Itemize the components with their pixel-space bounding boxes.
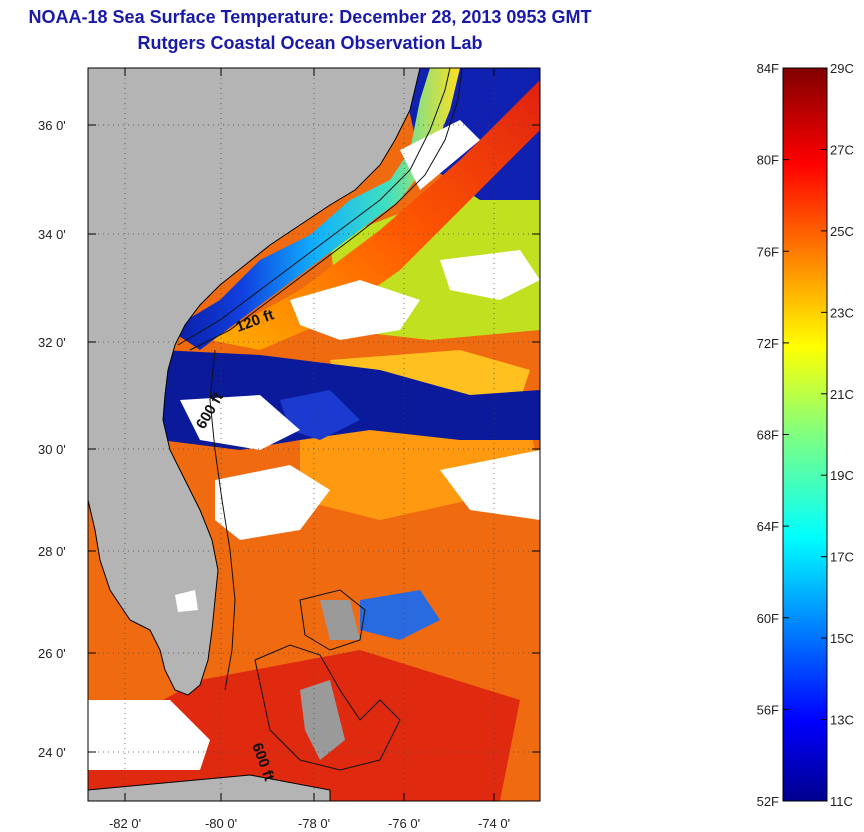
- colorbar-label-c: 17C: [830, 550, 854, 565]
- colorbar-label-f: 72F: [757, 336, 779, 351]
- colorbar-label-f: 56F: [757, 702, 779, 717]
- cold-shelf-band: [170, 68, 460, 350]
- colorbar-labels-f: 84F 80F 76F 72F 68F 64F 60F 56F 52F: [757, 61, 779, 809]
- colorbar-label-f: 84F: [757, 61, 779, 76]
- colorbar-label-c: 15C: [830, 631, 854, 646]
- contour-bahamas: [254, 644, 401, 771]
- colorbar-label-c: 25C: [830, 224, 854, 239]
- colorbar-label-f: 68F: [757, 428, 779, 443]
- colorbar-label-f: 52F: [757, 794, 779, 809]
- colorbar-label-c: 13C: [830, 713, 854, 728]
- cloud-1: [290, 280, 420, 340]
- land-us-coast: [88, 68, 421, 696]
- lon-label-78: -78 0': [298, 816, 330, 831]
- colorbar-label-f: 76F: [757, 244, 779, 259]
- colorbar-label-f: 64F: [757, 519, 779, 534]
- gulf-stream: [210, 80, 540, 350]
- colorbar-label-f: 80F: [757, 153, 779, 168]
- lat-label-30: 30 0': [38, 442, 66, 457]
- lat-label-24: 24 0': [38, 745, 66, 760]
- colorbar-label-c: 21C: [830, 387, 854, 402]
- lat-label-36: 36 0': [38, 118, 66, 133]
- contour-600ft: [189, 68, 463, 351]
- colorbar-labels-c: 29C 27C 25C 23C 21C 19C 17C 15C 13C 11C: [830, 61, 854, 809]
- cloud-2: [180, 395, 300, 450]
- cold-patch-bahamas: [360, 590, 440, 640]
- lat-label-26: 26 0': [38, 646, 66, 661]
- colorbar-label-c: 29C: [830, 61, 854, 76]
- contour-120ft: [177, 68, 451, 346]
- bahamas-bank: [300, 680, 345, 760]
- map-title: NOAA-18 Sea Surface Temperature: Decembe…: [28, 7, 592, 27]
- colorbar-label-c: 11C: [830, 794, 853, 809]
- lat-label-28: 28 0': [38, 544, 66, 559]
- cloud-fl-1: [175, 590, 198, 612]
- lon-label-74: -74 0': [478, 816, 510, 831]
- colorbar-label-c: 19C: [830, 468, 854, 483]
- land-cuba: [88, 774, 331, 801]
- lat-label-32: 32 0': [38, 335, 66, 350]
- cloud-6: [88, 700, 210, 770]
- axis-ticks: [88, 68, 540, 801]
- cloud-5: [400, 120, 480, 190]
- colorbar-label-c: 23C: [830, 305, 854, 320]
- lon-label-76: -76 0': [388, 816, 420, 831]
- graticule: [88, 68, 540, 801]
- cloud-7: [440, 250, 540, 300]
- cloud-3: [215, 465, 330, 540]
- contour-florida-shelf: [209, 349, 236, 691]
- colorbar-label-c: 27C: [830, 142, 854, 157]
- cold-patch-south: [280, 390, 360, 440]
- cloud-4: [440, 450, 540, 520]
- colorbar-label-f: 60F: [757, 611, 779, 626]
- contour-bahamas-2: [299, 589, 366, 651]
- colorbar-gradient: [782, 67, 828, 802]
- bahamas-island: [320, 600, 360, 640]
- colorbar-ticks: [783, 67, 827, 802]
- lat-label-34: 34 0': [38, 227, 66, 242]
- map-plot-area: [88, 68, 540, 801]
- lon-label-80: -80 0': [205, 816, 237, 831]
- map-subtitle: Rutgers Coastal Ocean Observation Lab: [137, 33, 483, 53]
- title-block: NOAA-18 Sea Surface Temperature: Decembe…: [0, 4, 620, 56]
- lon-label-82: -82 0': [109, 816, 141, 831]
